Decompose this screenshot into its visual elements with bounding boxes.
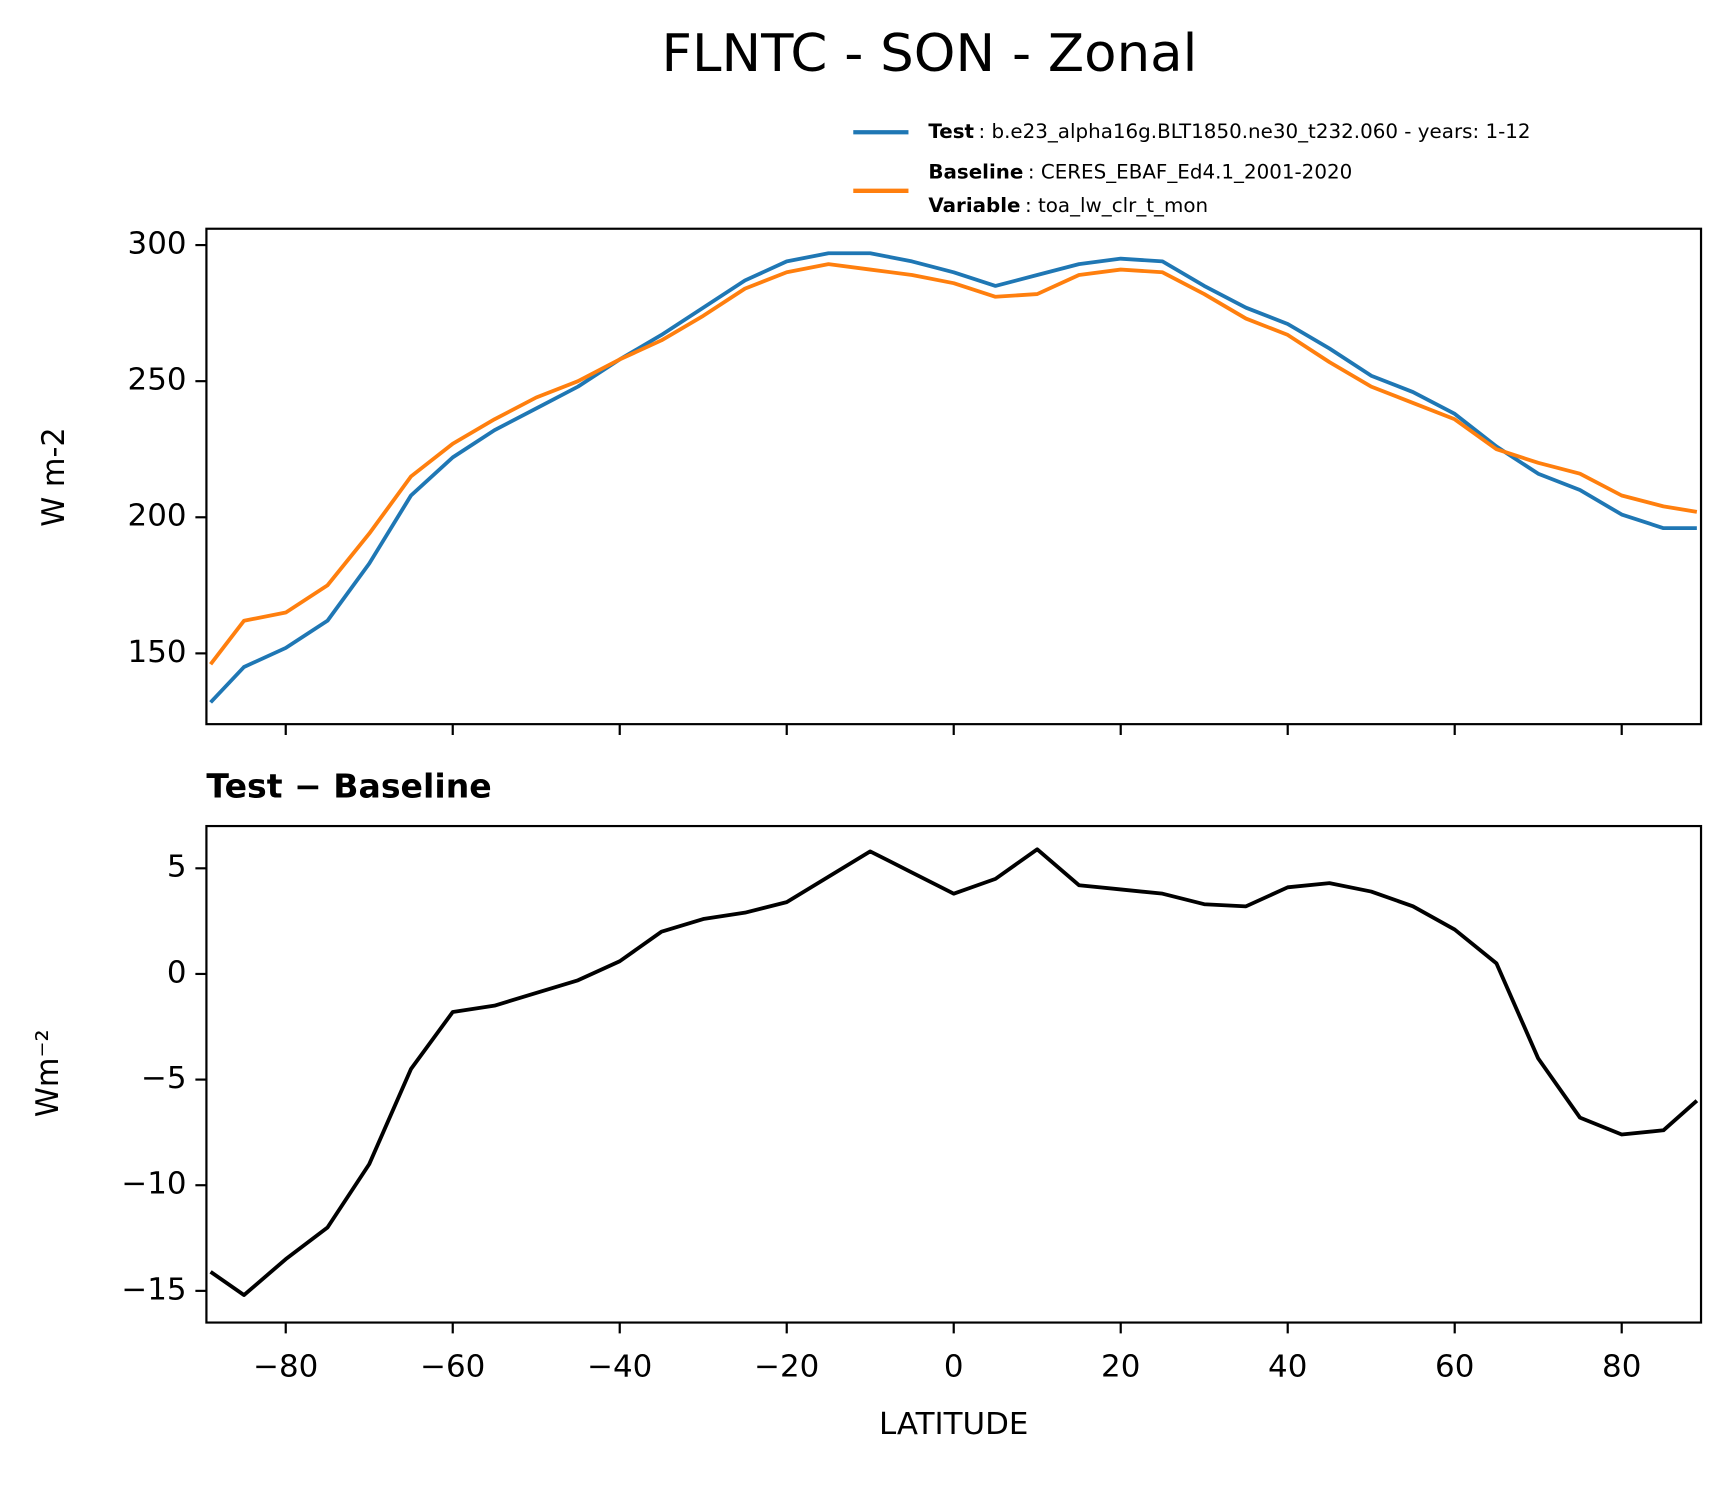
legend-name: Variable	[928, 194, 1020, 217]
x-tick-label: −40	[587, 1350, 652, 1385]
legend-description: : b.e23_alpha16g.BLT1850.ne30_t232.060 -…	[978, 120, 1530, 143]
y-axis-label: W m-2	[37, 427, 72, 526]
legend-name: Baseline	[928, 160, 1023, 183]
plot-frame	[205, 227, 1703, 726]
y-tick-label: 250	[128, 363, 187, 398]
data-line	[209, 847, 1699, 1297]
data-line	[209, 262, 1698, 666]
legend-description: : toa_lw_clr_t_mon	[1025, 194, 1208, 217]
y-tick-label: 5	[167, 850, 187, 885]
x-tick-label: 60	[1435, 1350, 1474, 1385]
data-line	[209, 251, 1697, 704]
x-tick-label: 20	[1101, 1350, 1140, 1385]
y-tick-label: 200	[128, 499, 187, 534]
legend: Test: b.e23_alpha16g.BLT1850.ne30_t232.0…	[853, 120, 1531, 217]
y-tick-label: −15	[121, 1273, 186, 1308]
x-axis-label: LATITUDE	[879, 1407, 1028, 1442]
legend-entry: Test: b.e23_alpha16g.BLT1850.ne30_t232.0…	[928, 120, 1530, 143]
figure-title: FLNTC - SON - Zonal	[662, 23, 1198, 83]
legend-entry: Baseline: CERES_EBAF_Ed4.1_2001-2020	[928, 160, 1352, 183]
y-tick-label: 300	[128, 227, 187, 262]
y-tick-label: 150	[128, 635, 187, 670]
y-tick-label: 0	[167, 956, 187, 991]
legend-entry: Variable: toa_lw_clr_t_mon	[928, 194, 1208, 217]
legend-description: : CERES_EBAF_Ed4.1_2001-2020	[1028, 160, 1352, 183]
x-tick-label: 80	[1602, 1350, 1641, 1385]
legend-name: Test	[928, 120, 974, 143]
y-axis-label: Wm⁻²	[31, 1029, 66, 1117]
subplot-title: Test − Baseline	[206, 768, 491, 806]
x-tick-label: −20	[754, 1350, 819, 1385]
x-tick-label: −60	[420, 1350, 485, 1385]
x-tick-label: 40	[1268, 1350, 1307, 1385]
x-tick-label: 0	[944, 1350, 964, 1385]
y-tick-label: −10	[121, 1167, 186, 1202]
plot-frame	[205, 824, 1703, 1324]
y-tick-label: −5	[141, 1061, 187, 1096]
x-tick-label: −80	[253, 1350, 318, 1385]
